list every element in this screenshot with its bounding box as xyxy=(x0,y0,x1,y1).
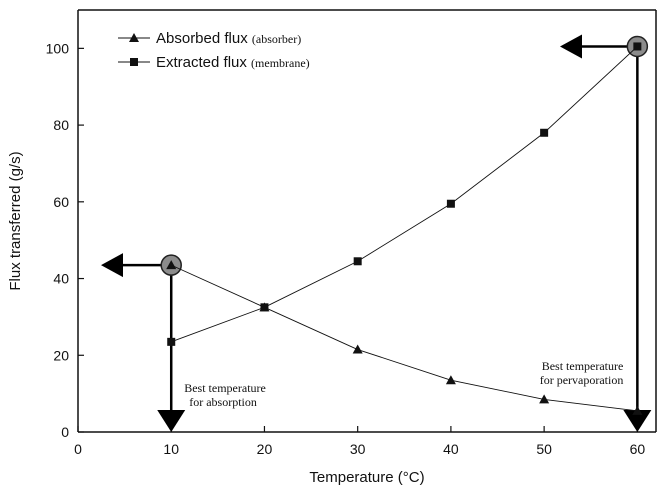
y-tick-label: 0 xyxy=(61,424,69,440)
x-tick-label: 40 xyxy=(443,441,459,457)
legend-series-note: (absorber) xyxy=(252,32,301,46)
legend-label: Extracted flux (membrane) xyxy=(156,54,310,71)
square-marker xyxy=(446,199,455,208)
left-arrow-head xyxy=(560,34,582,59)
triangle-marker xyxy=(129,33,139,42)
x-tick-label: 50 xyxy=(536,441,552,457)
annotation-text: Best temperature xyxy=(184,381,266,395)
y-axis-title: Flux transferred (g/s) xyxy=(7,151,24,290)
plot-area xyxy=(77,9,657,433)
legend-series-name: Absorbed flux xyxy=(156,30,252,47)
square-marker xyxy=(130,58,138,66)
annotation-text: Best temperature xyxy=(542,359,624,373)
legend-series-note: (membrane) xyxy=(251,56,310,70)
x-tick-label: 0 xyxy=(74,441,82,457)
square-marker xyxy=(167,337,176,346)
triangle-marker xyxy=(445,375,456,385)
down-arrow-head xyxy=(623,410,652,432)
left-arrow-head xyxy=(101,253,123,278)
legend: Absorbed flux (absorber)Extracted flux (… xyxy=(118,30,310,71)
legend-series-name: Extracted flux xyxy=(156,54,251,71)
y-tick-label: 80 xyxy=(53,117,69,133)
annotation-text: for absorption xyxy=(189,395,257,409)
series-layer xyxy=(166,42,643,415)
y-tick-label: 20 xyxy=(53,347,69,363)
square-marker xyxy=(540,128,549,137)
triangle-marker xyxy=(352,344,363,354)
y-ticks: 0 20 40 60 80 100 xyxy=(46,40,84,440)
legend-label: Absorbed flux (absorber) xyxy=(156,30,301,47)
y-tick-label: 40 xyxy=(53,271,69,287)
y-tick-label: 100 xyxy=(46,40,70,56)
x-ticks: 0 10 20 30 40 50 60 xyxy=(74,426,645,457)
series-line xyxy=(171,46,638,343)
down-arrow-head xyxy=(157,410,186,432)
square-marker xyxy=(633,42,642,51)
x-tick-label: 60 xyxy=(630,441,646,457)
triangle-marker xyxy=(632,405,643,415)
series-line xyxy=(171,264,638,412)
x-tick-label: 10 xyxy=(163,441,179,457)
square-marker xyxy=(260,303,269,312)
x-axis-title: Temperature (°C) xyxy=(309,469,424,486)
x-tick-label: 20 xyxy=(257,441,273,457)
triangle-marker xyxy=(166,260,177,270)
x-tick-label: 30 xyxy=(350,441,366,457)
triangle-marker xyxy=(539,394,550,404)
square-marker xyxy=(353,257,362,266)
y-tick-label: 60 xyxy=(53,194,69,210)
annotation-text: for pervaporation xyxy=(540,373,624,387)
